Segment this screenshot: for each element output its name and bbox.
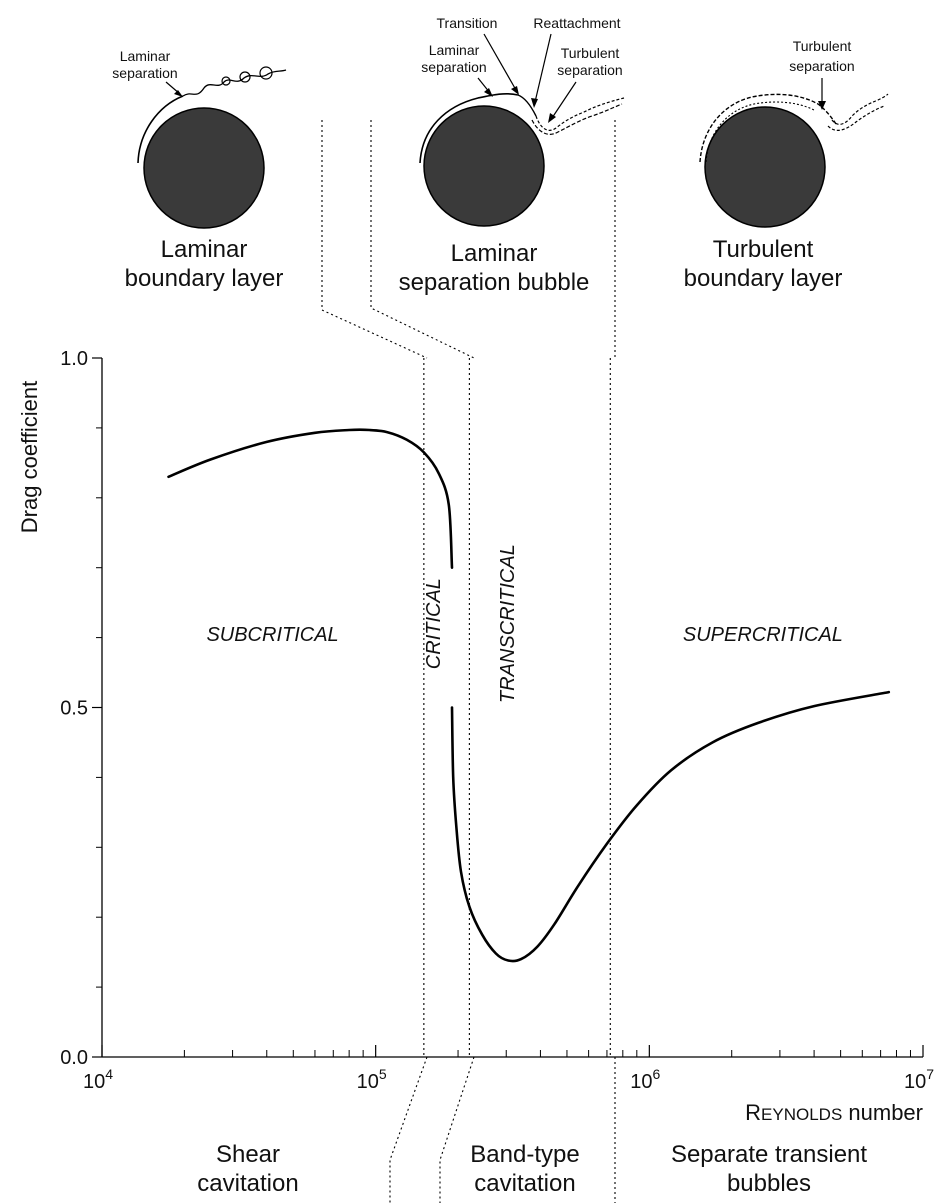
- arrow-line: [483, 33, 517, 91]
- cavitation-band-line2: cavitation: [474, 1170, 575, 1197]
- cylinder-icon: [704, 106, 826, 228]
- leader-line: [439, 1056, 475, 1203]
- separation-bubble-line: [517, 94, 537, 117]
- x-tick-label: 107: [904, 1066, 934, 1093]
- vortex-icon: [259, 66, 273, 80]
- turbulent-wake-line: [535, 97, 625, 131]
- turbulent-wake-line: [531, 103, 623, 135]
- arrow-head-icon: [174, 90, 183, 97]
- boundary-layer-line: [137, 95, 184, 164]
- drag-curve-upper-branch: [167, 428, 454, 569]
- regime-label: SUBCRITICAL: [206, 624, 338, 646]
- vortex-icon: [221, 76, 231, 86]
- regime-label: SUPERCRITICAL: [683, 624, 843, 646]
- panel-laminar-boundary-layer: Laminar separation Laminar boundary laye…: [112, 48, 287, 292]
- annotation-turbulent-separation-1: Turbulent: [561, 45, 620, 61]
- arrow-head-icon: [484, 88, 493, 97]
- panel-title-line2: boundary layer: [684, 265, 843, 292]
- annotation-transition: Transition: [437, 15, 498, 31]
- cavitation-band-line1: Band-type: [470, 1141, 579, 1168]
- arrow-head-icon: [511, 86, 519, 95]
- arrow-head-icon: [531, 98, 538, 108]
- turbulent-boundary-layer-line: [705, 101, 815, 163]
- x-tick-label: 105: [357, 1066, 387, 1093]
- cavitation-labels: Shear cavitation Band-type cavitation Se…: [197, 1141, 867, 1197]
- cavitation-transient-line2: bubbles: [727, 1170, 811, 1197]
- panel-turbulent-boundary-layer: Turbulent separation Turbulent boundary …: [684, 38, 889, 292]
- y-tick-label: 0.5: [60, 698, 88, 720]
- x-axis-title-initial: R: [745, 1100, 761, 1125]
- panel-title-line1: Laminar: [451, 240, 538, 267]
- annotation-turbulent-separation-2: separation: [789, 58, 854, 74]
- drag-chart: 0.0 0.5 1.0 104 105 106 107 SUBCRITICAL CRITICA…: [17, 348, 934, 1125]
- boundary-layer-line: [419, 92, 519, 164]
- cylinder-icon: [423, 105, 545, 227]
- cavitation-transient-line1: Separate transient: [671, 1141, 867, 1168]
- arrow-head-icon: [818, 101, 826, 110]
- cavitation-shear-line1: Shear: [216, 1141, 280, 1168]
- annotation-laminar-separation-2: separation: [421, 59, 486, 75]
- leader-line: [321, 120, 428, 359]
- annotation-turbulent-separation-1: Turbulent: [793, 38, 852, 54]
- regime-label: CRITICAL: [423, 578, 445, 669]
- cylinder-icon: [143, 107, 265, 229]
- cavitation-shear-line2: cavitation: [197, 1170, 298, 1197]
- panel-laminar-separation-bubble: Laminar separation Transition Reattachme…: [399, 15, 625, 296]
- y-tick-label: 0.0: [60, 1047, 88, 1069]
- turbulent-wake-line: [827, 105, 885, 131]
- x-axis-title-rest: number: [842, 1100, 923, 1125]
- panel-title-line1: Turbulent: [713, 236, 814, 263]
- y-tick-label: 1.0: [60, 348, 88, 370]
- regime-leader-lines-bottom: [389, 1056, 616, 1203]
- x-tick-label: 104: [83, 1066, 113, 1093]
- regime-label: TRANSCRITICAL: [497, 544, 519, 703]
- turbulent-wake-line: [831, 93, 889, 125]
- arrow-line: [551, 81, 577, 119]
- vortex-icon: [239, 71, 251, 83]
- leader-line: [389, 1056, 428, 1203]
- turbulent-boundary-layer-line: [699, 93, 837, 163]
- annotation-laminar-separation-2: separation: [112, 65, 177, 81]
- drag-curve-lower-branch: [450, 690, 891, 963]
- annotation-reattachment: Reattachment: [533, 15, 620, 31]
- x-tick-label: 106: [630, 1066, 660, 1093]
- wake-vortex-line: [182, 69, 287, 97]
- panel-title-line2: separation bubble: [399, 269, 590, 296]
- y-axis-title: Drag coefficient: [17, 381, 42, 533]
- regime-leader-lines-top: [321, 120, 616, 359]
- annotation-laminar-separation-1: Laminar: [429, 42, 480, 58]
- x-axis-title-smallcaps: EYNOLDS: [761, 1105, 842, 1124]
- arrow-line: [534, 33, 552, 103]
- annotation-laminar-separation-1: Laminar: [120, 48, 171, 64]
- panel-title-line2: boundary layer: [125, 265, 284, 292]
- arrow-head-icon: [548, 113, 556, 123]
- annotation-turbulent-separation-2: separation: [557, 62, 622, 78]
- panel-title-line1: Laminar: [161, 236, 248, 263]
- x-axis-title: REYNOLDS number: [745, 1100, 923, 1125]
